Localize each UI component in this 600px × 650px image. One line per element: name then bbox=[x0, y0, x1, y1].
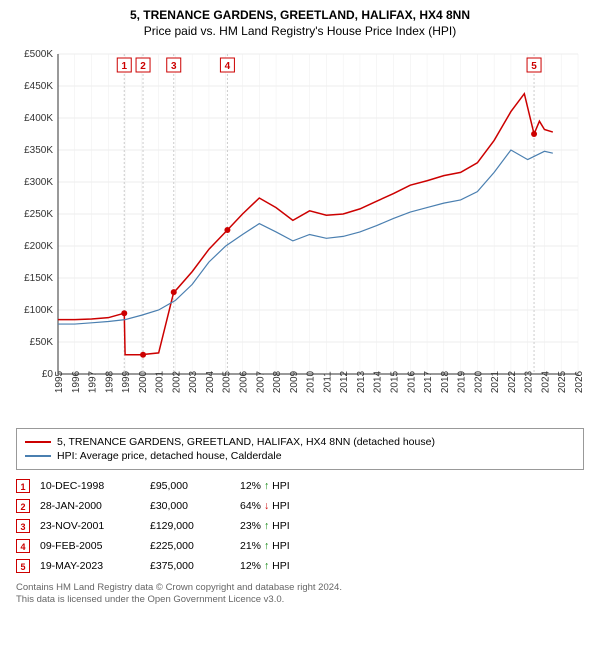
event-row: 5 19-MAY-2023£375,00012% ↑ HPI bbox=[16, 556, 300, 576]
legend-swatch bbox=[25, 455, 51, 457]
footer-line-1: Contains HM Land Registry data © Crown c… bbox=[16, 582, 584, 594]
svg-text:£200K: £200K bbox=[24, 241, 53, 252]
svg-text:£350K: £350K bbox=[24, 145, 53, 156]
legend-item: 5, TRENANCE GARDENS, GREETLAND, HALIFAX,… bbox=[25, 436, 575, 448]
legend-item: HPI: Average price, detached house, Cald… bbox=[25, 450, 575, 462]
sale-point-5 bbox=[531, 131, 537, 137]
sale-point-3 bbox=[171, 289, 177, 295]
arrow-up-icon: ↑ bbox=[264, 560, 269, 572]
svg-text:£0: £0 bbox=[42, 369, 54, 380]
legend-label: 5, TRENANCE GARDENS, GREETLAND, HALIFAX,… bbox=[57, 436, 435, 448]
sale-point-2 bbox=[140, 352, 146, 358]
event-price: £129,000 bbox=[150, 516, 240, 536]
svg-text:£250K: £250K bbox=[24, 209, 53, 220]
svg-text:3: 3 bbox=[171, 61, 177, 72]
event-marker: 2 bbox=[16, 499, 30, 513]
title-block: 5, TRENANCE GARDENS, GREETLAND, HALIFAX,… bbox=[10, 8, 590, 38]
footer-line-2: This data is licensed under the Open Gov… bbox=[16, 594, 584, 606]
legend-swatch bbox=[25, 441, 51, 443]
footer: Contains HM Land Registry data © Crown c… bbox=[16, 582, 584, 607]
event-change: 21% ↑ HPI bbox=[240, 536, 300, 556]
svg-text:£450K: £450K bbox=[24, 81, 53, 92]
title-sub: Price paid vs. HM Land Registry's House … bbox=[10, 24, 590, 38]
event-marker: 5 bbox=[16, 559, 30, 573]
event-price: £225,000 bbox=[150, 536, 240, 556]
svg-text:2: 2 bbox=[140, 61, 146, 72]
sale-point-4 bbox=[224, 227, 230, 233]
svg-text:4: 4 bbox=[225, 61, 231, 72]
legend-label: HPI: Average price, detached house, Cald… bbox=[57, 450, 282, 462]
event-date: 23-NOV-2001 bbox=[40, 516, 150, 536]
event-row: 1 10-DEC-1998£95,00012% ↑ HPI bbox=[16, 476, 300, 496]
event-change: 12% ↑ HPI bbox=[240, 476, 300, 496]
event-price: £95,000 bbox=[150, 476, 240, 496]
event-marker: 3 bbox=[16, 519, 30, 533]
sale-point-1 bbox=[121, 310, 127, 316]
svg-text:£50K: £50K bbox=[30, 337, 54, 348]
svg-text:£400K: £400K bbox=[24, 113, 53, 124]
arrow-up-icon: ↑ bbox=[264, 520, 269, 532]
arrow-down-icon: ↓ bbox=[264, 500, 269, 512]
event-date: 28-JAN-2000 bbox=[40, 496, 150, 516]
event-price: £375,000 bbox=[150, 556, 240, 576]
svg-text:£150K: £150K bbox=[24, 273, 53, 284]
event-row: 2 28-JAN-2000£30,00064% ↓ HPI bbox=[16, 496, 300, 516]
svg-text:£500K: £500K bbox=[24, 49, 53, 60]
arrow-up-icon: ↑ bbox=[264, 480, 269, 492]
event-date: 19-MAY-2023 bbox=[40, 556, 150, 576]
svg-text:£300K: £300K bbox=[24, 177, 53, 188]
arrow-up-icon: ↑ bbox=[264, 540, 269, 552]
svg-text:£100K: £100K bbox=[24, 305, 53, 316]
event-change: 23% ↑ HPI bbox=[240, 516, 300, 536]
event-date: 09-FEB-2005 bbox=[40, 536, 150, 556]
event-price: £30,000 bbox=[150, 496, 240, 516]
event-row: 3 23-NOV-2001£129,00023% ↑ HPI bbox=[16, 516, 300, 536]
svg-text:5: 5 bbox=[531, 61, 537, 72]
event-marker: 4 bbox=[16, 539, 30, 553]
events-table: 110-DEC-1998£95,00012% ↑ HPI228-JAN-2000… bbox=[16, 476, 300, 576]
event-change: 64% ↓ HPI bbox=[240, 496, 300, 516]
chart-svg: £0 £50K £100K £150K £200K £250K £300K £350K £400… bbox=[10, 44, 590, 424]
title-main: 5, TRENANCE GARDENS, GREETLAND, HALIFAX,… bbox=[10, 8, 590, 22]
legend: 5, TRENANCE GARDENS, GREETLAND, HALIFAX,… bbox=[16, 428, 584, 470]
event-marker: 1 bbox=[16, 479, 30, 493]
event-row: 4 09-FEB-2005£225,00021% ↑ HPI bbox=[16, 536, 300, 556]
svg-text:1: 1 bbox=[121, 61, 127, 72]
chart-area: £0 £50K £100K £150K £200K £250K £300K £350K £400… bbox=[10, 44, 590, 424]
event-date: 10-DEC-1998 bbox=[40, 476, 150, 496]
event-change: 12% ↑ HPI bbox=[240, 556, 300, 576]
